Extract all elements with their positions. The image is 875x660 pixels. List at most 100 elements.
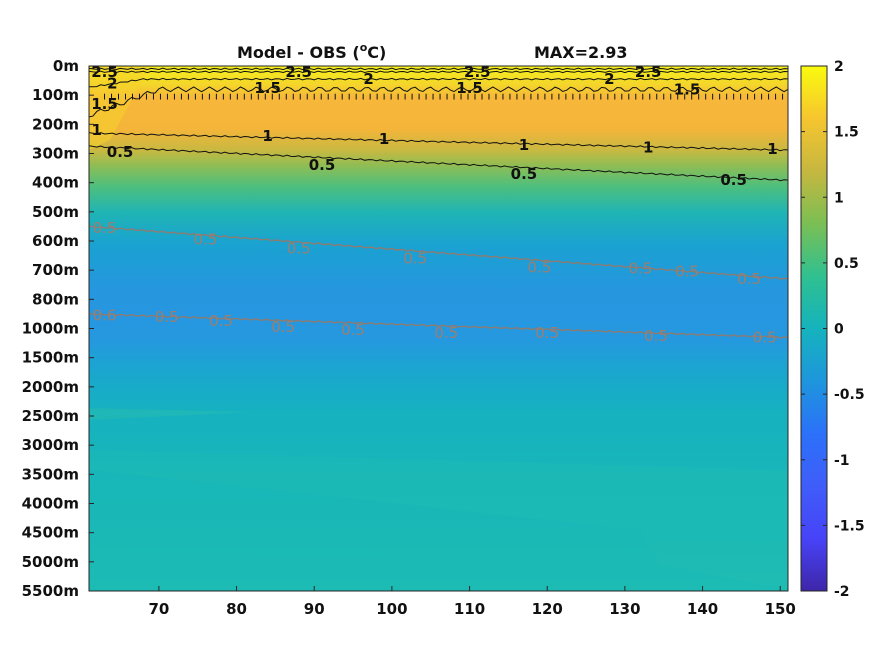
contour-label-positive: 2 — [604, 70, 614, 88]
contour-line — [89, 132, 788, 152]
contour-label-positive: 1.5 — [254, 79, 281, 97]
y-tick-label: 400m — [32, 174, 79, 192]
y-tick-label: 700m — [32, 261, 79, 279]
contour-label-negative: 0.5 — [209, 312, 233, 330]
contour-label-negative: 0.5 — [434, 324, 458, 342]
contour-label-negative: 0.5 — [194, 231, 218, 249]
contour-label-negative: 0.5 — [644, 327, 668, 345]
title-degree: o — [360, 41, 368, 54]
contour-label-positive: 2 — [107, 75, 117, 93]
contour-label-positive: 2.5 — [464, 63, 491, 81]
contour-label-negative: 0.5 — [675, 263, 699, 281]
contour-label-positive: 0.5 — [720, 171, 747, 189]
y-tick-label: 3500m — [22, 465, 79, 483]
contour-label-negative: 0.5 — [341, 321, 365, 339]
contour-label-positive: 1 — [519, 136, 529, 154]
x-tick-label: 90 — [304, 600, 325, 618]
chart-title: Model - OBS (oC) — [237, 41, 386, 62]
cb-tick-label: -0.5 — [834, 387, 865, 403]
heatmap-fill — [89, 66, 788, 591]
y-tick-label: 3000m — [22, 436, 79, 454]
contour-line — [89, 312, 788, 339]
contour-label-negative: 0.6 — [93, 306, 117, 324]
y-tick-label: 500m — [32, 203, 79, 221]
contour-line — [89, 77, 788, 88]
y-tick-label: 100m — [32, 86, 79, 104]
cb-tick-label: 0.5 — [834, 256, 859, 272]
shade-patch-2 — [89, 450, 788, 590]
contour-label-positive: 1 — [643, 139, 653, 157]
y-tick-label: 1000m — [22, 320, 79, 338]
contour-line — [89, 145, 788, 182]
y-tick-label: 5500m — [22, 582, 79, 600]
contour-label-positive: 1 — [262, 127, 272, 145]
heatmap-field: 2.5 2.5 2.5 2.52 2 21.51.5 1.5 1.51 1 1 1 1 10.50.5 0… — [89, 63, 788, 591]
contour-lines — [89, 67, 788, 339]
cb-tick-label: -1 — [834, 453, 850, 469]
contour-label-negative: 0.5 — [93, 219, 117, 237]
contour-label-negative: 0.5 — [271, 318, 295, 336]
y-tick-label: 4500m — [22, 524, 79, 542]
contour-label-positive: 2 — [363, 70, 373, 88]
cb-tick-label: -2 — [834, 584, 850, 600]
x-tick-label: 120 — [532, 600, 563, 618]
y-tick-label: 0m — [53, 57, 79, 75]
shade-patch-1 — [89, 408, 250, 420]
contour-label-positive: 2.5 — [91, 63, 118, 81]
cb-tick-label: 1.5 — [834, 125, 859, 141]
contour-label-positive: 1 — [92, 121, 102, 139]
colorbar — [800, 65, 828, 592]
x-tick-label: 110 — [454, 600, 485, 618]
y-tick-label: 2500m — [22, 407, 79, 425]
contour-line — [89, 67, 788, 71]
y-tick-label: 2000m — [22, 378, 79, 396]
contour-label-negative: 0.5 — [753, 328, 777, 346]
x-tick-label: 70 — [148, 600, 169, 618]
warm-patch — [89, 66, 150, 150]
contour-label-negative: 0.5 — [528, 258, 552, 276]
x-tick-label: 150 — [765, 600, 796, 618]
title-unit: C) — [367, 43, 386, 62]
contour-line — [89, 225, 788, 280]
y-tick-label: 4000m — [22, 495, 79, 513]
y-tick-label: 300m — [32, 145, 79, 163]
title-lead: Model - OBS ( — [237, 43, 360, 62]
x-tick-label: 140 — [687, 600, 718, 618]
contour-label-positive: 2.5 — [285, 63, 312, 81]
contour-line — [89, 70, 788, 74]
contour-label-negative: 0.5 — [287, 239, 311, 257]
contour-label-positive: 2.5 — [635, 63, 662, 81]
y-tick-label: 1500m — [22, 349, 79, 367]
colorbar-ticks: 2 1.5 1 0.5 0 -0.5 -1 -1.5 -2 — [801, 59, 865, 600]
cb-tick-label: -1.5 — [834, 518, 865, 534]
contour-label-negative: 0.5 — [629, 260, 653, 278]
contour-line — [89, 86, 788, 118]
contour-labels: 2.5 2.5 2.5 2.52 2 21.51.5 1.5 1.51 1 1 1 1 10.50.5 0… — [91, 63, 777, 346]
y-axis: 0m 100m 200m 300m 400m 500m 600m 700m 800m 1000m 1… — [22, 57, 94, 600]
contour-label-positive: 1.5 — [456, 79, 483, 97]
x-tick-label: 80 — [226, 600, 247, 618]
contour-label-positive: 1 — [379, 130, 389, 148]
contour-label-positive: 0.5 — [107, 143, 134, 161]
contour-label-positive: 1.5 — [674, 80, 701, 98]
x-axis: 70 80 90 100 110 120 130 140 150 — [148, 586, 796, 618]
max-label: MAX=2.93 — [534, 43, 628, 62]
x-tick-label: 100 — [376, 600, 407, 618]
contour-label-negative: 0.5 — [403, 250, 427, 268]
y-tick-label: 200m — [32, 115, 79, 133]
contour-label-negative: 0.5 — [737, 270, 761, 288]
contour-label-negative: 0.5 — [535, 324, 559, 342]
cb-tick-label: 1 — [834, 190, 844, 206]
cb-tick-label: 0 — [834, 322, 844, 338]
contour-label-negative: 0.5 — [155, 308, 179, 326]
contour-label-positive: 0.5 — [511, 165, 538, 183]
y-tick-label: 800m — [32, 290, 79, 308]
x-tick-label: 130 — [609, 600, 640, 618]
contour-label-positive: 1.5 — [91, 95, 118, 113]
contour-label-positive: 1 — [767, 140, 777, 158]
y-tick-label: 5000m — [22, 553, 79, 571]
contour-label-positive: 0.5 — [309, 156, 336, 174]
y-tick-label: 600m — [32, 232, 79, 250]
